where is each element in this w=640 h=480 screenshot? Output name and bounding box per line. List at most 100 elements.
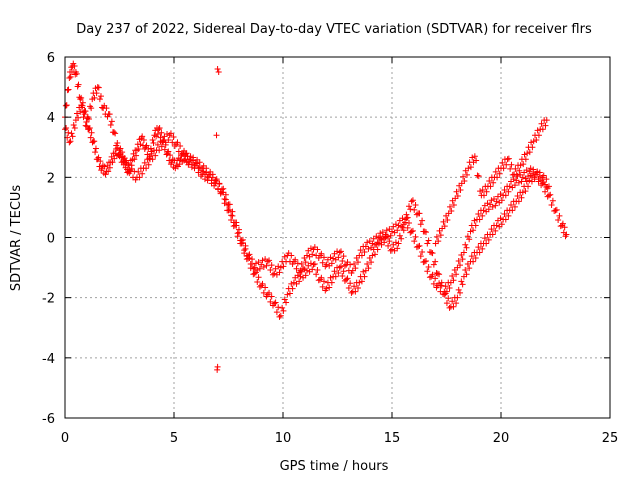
data-point: [543, 117, 550, 124]
data-point: [493, 198, 500, 205]
data-point-trail: [337, 248, 344, 255]
data-point: [284, 291, 291, 298]
data-point-trail: [433, 233, 440, 240]
data-point-trail: [149, 156, 156, 163]
data-point-trail: [280, 307, 287, 314]
data-point: [369, 240, 376, 247]
data-point-trail: [485, 236, 492, 243]
data-point-trail: [247, 265, 254, 272]
grid-layer: [65, 57, 610, 418]
data-point: [290, 279, 297, 286]
data-point: [323, 285, 330, 292]
data-point: [434, 270, 441, 277]
data-point: [214, 366, 221, 373]
data-point-trail: [320, 278, 327, 285]
data-point-trail: [475, 211, 482, 218]
data-point-trail: [501, 211, 508, 218]
data-point-trail: [340, 253, 347, 260]
data-point-trail: [459, 256, 466, 263]
data-point-trail: [503, 161, 510, 168]
data-point-trail: [501, 186, 508, 193]
data-point-trail: [556, 212, 563, 219]
data-point-trail: [145, 161, 152, 168]
data-point-trail: [70, 121, 77, 128]
data-point-trail: [318, 250, 325, 257]
data-point: [277, 264, 284, 271]
data-point-trail: [276, 313, 283, 320]
data-point-trail: [164, 131, 171, 138]
data-point-trail: [539, 126, 546, 133]
data-point-trail: [530, 170, 537, 177]
data-point-trail: [275, 263, 282, 270]
data-point-trail: [535, 176, 542, 183]
data-point: [421, 258, 428, 265]
data-point-trail: [221, 200, 228, 207]
data-point: [78, 102, 85, 109]
data-point-trail: [101, 163, 108, 170]
data-point-trail: [515, 179, 522, 186]
data-point-trail: [123, 157, 130, 164]
data-point-trail: [505, 188, 512, 195]
data-point-trail: [407, 206, 414, 213]
data-point-trail: [260, 289, 267, 296]
data-point-trail: [135, 146, 142, 153]
data-point: [303, 252, 310, 259]
data-point-trail: [500, 165, 507, 172]
data-point-trail: [283, 299, 290, 306]
data-point-trail: [273, 309, 280, 316]
data-point-trail: [177, 143, 184, 150]
data-point-trail: [457, 262, 464, 269]
data-point-trail: [335, 269, 342, 276]
x-tick-label: 5: [170, 431, 178, 446]
data-point-trail: [473, 157, 480, 164]
data-point-trail: [432, 275, 439, 282]
data-point-trail: [241, 250, 248, 257]
data-point-trail: [487, 183, 494, 190]
data-point: [77, 96, 84, 103]
data-point-trail: [351, 260, 358, 267]
data-point: [539, 180, 546, 187]
data-point-trail: [298, 260, 305, 267]
data-point-trail: [103, 105, 110, 112]
data-point-trail: [446, 304, 453, 311]
data-point-trail: [413, 211, 420, 218]
data-point-trail: [63, 124, 70, 131]
data-point-trail: [309, 251, 316, 258]
data-point: [389, 228, 395, 235]
data-point-trail: [498, 221, 505, 228]
data-point-trail: [73, 110, 80, 117]
data-point: [85, 126, 92, 133]
data-point: [524, 150, 531, 157]
data-point-trail: [455, 257, 462, 264]
y-tick-label: -2: [42, 292, 55, 307]
data-point-trail: [314, 266, 321, 273]
data-point-trail: [226, 201, 233, 208]
data-point-trail: [281, 253, 288, 260]
data-point-trail: [158, 143, 165, 150]
data-point-trail: [293, 265, 300, 272]
data-point-trail: [105, 168, 112, 175]
data-point-trail: [538, 120, 545, 127]
data-point-trail: [117, 145, 124, 152]
data-point-trail: [294, 260, 301, 267]
data-point-trail: [403, 211, 410, 218]
data-point-trail: [147, 145, 154, 152]
data-point-trail: [341, 262, 348, 269]
data-point-trail: [417, 221, 424, 228]
chart-title: Day 237 of 2022, Sidereal Day-to-day VTE…: [76, 22, 592, 37]
data-point-trail: [163, 151, 170, 158]
data-point-trail: [511, 182, 518, 189]
data-point-trail: [82, 108, 89, 115]
data-point-trail: [81, 111, 88, 118]
data-point-trail: [254, 279, 261, 286]
data-point-trail: [320, 254, 327, 261]
data-point-trail: [108, 118, 115, 125]
data-point-trail: [406, 203, 413, 210]
data-point: [526, 168, 533, 175]
data-point-trail: [416, 210, 423, 217]
data-point-trail: [175, 148, 182, 155]
data-point-trail: [419, 248, 426, 255]
data-point-trail: [252, 269, 259, 276]
data-point-trail: [454, 192, 461, 199]
data-point-trail: [222, 196, 229, 203]
